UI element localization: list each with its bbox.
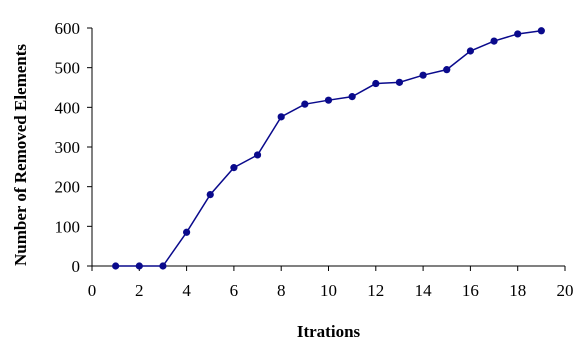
data-point [159,262,167,270]
y-tick-label: 400 [55,98,81,117]
x-tick-label: 8 [277,281,286,300]
y-tick-label: 0 [72,257,81,276]
data-point [277,113,285,121]
data-point [135,262,143,270]
x-axis-ticks: 0 2 4 6 8 10 12 14 16 18 20 [88,266,574,300]
y-axis-title: Number of Removed Elements [11,44,30,266]
data-point [490,37,498,45]
x-tick-label: 10 [320,281,337,300]
x-tick-label: 18 [509,281,526,300]
data-point [372,79,380,88]
x-tick-label: 16 [462,281,479,300]
data-point [206,191,214,199]
data-point [419,71,427,79]
data-point [183,228,191,236]
data-point [514,30,522,38]
series-line [115,30,542,267]
x-tick-label: 2 [135,281,144,300]
y-tick-label: 600 [55,19,81,38]
y-tick-label: 100 [55,217,81,236]
data-point [466,47,474,55]
data-point [348,93,356,101]
y-tick-label: 300 [55,138,81,157]
data-point [112,262,120,270]
x-tick-label: 4 [182,281,191,300]
y-tick-label: 500 [55,59,81,78]
x-tick-label: 12 [367,281,384,300]
data-point [443,66,451,74]
y-axis-ticks: 0 100 200 300 400 500 600 [55,19,92,276]
data-points [112,27,545,270]
x-tick-label: 6 [230,281,239,300]
x-tick-label: 0 [88,281,97,300]
x-axis-title: Itrations [297,322,361,341]
x-tick-label: 14 [415,281,433,300]
x-tick-label: 20 [557,281,574,300]
y-tick-label: 200 [55,178,81,197]
data-point [395,78,404,86]
data-point [230,164,238,172]
data-point [301,100,309,108]
data-point [253,151,262,159]
data-point [537,27,545,35]
data-point [324,96,333,104]
